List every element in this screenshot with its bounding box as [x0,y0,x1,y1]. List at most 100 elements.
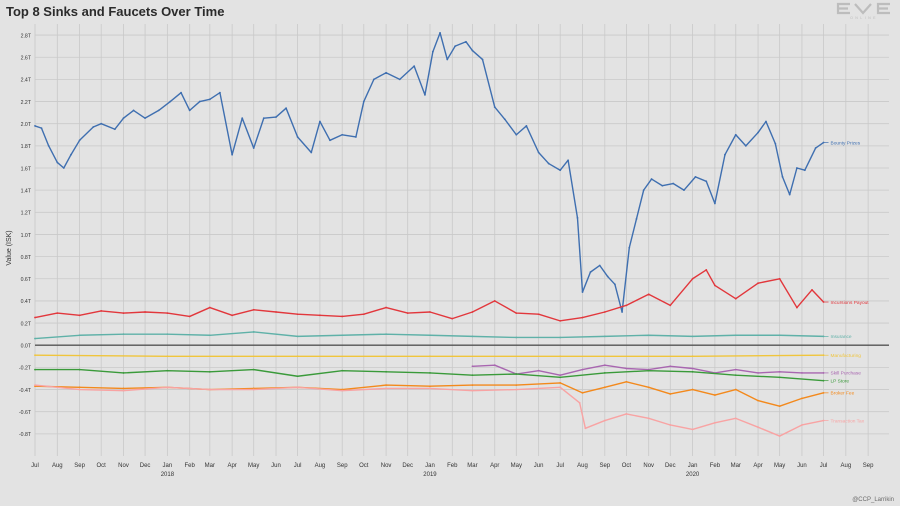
data-point-bounty-prizes [567,159,570,162]
data-point-transaction-tax [757,426,759,429]
data-point-bounty-prizes [198,100,201,103]
data-point-incursions-payout [537,313,540,316]
data-point-bounty-prizes [547,162,550,165]
data-point-incursions-payout [493,300,496,302]
series-line-bounty-prizes [34,32,824,313]
data-point-insurance [296,335,299,338]
data-point-bounty-prizes [493,106,496,108]
data-point-lp-store [296,375,299,378]
data-point-transaction-tax [713,421,716,424]
data-point-incursions-payout [385,306,387,309]
data-point-lp-store [341,369,344,372]
data-point-bounty-prizes [252,147,255,149]
data-point-broker-fee [801,397,803,400]
data-point-bounty-prizes [503,118,506,121]
data-point-skill-purchase [669,365,672,368]
data-point-insurance [122,333,125,336]
data-point-skill-purchase [778,370,781,373]
data-point-insurance [34,337,36,340]
x-tick-label: Jun [271,463,281,469]
y-tick-label: 2.6T [21,56,32,62]
chart-title: Top 8 Sinks and Faucets Over Time [6,4,225,19]
data-point-bounty-prizes [398,78,401,81]
data-point-skill-purchase [734,368,737,371]
data-point-bounty-prizes [34,125,36,127]
x-tick-label: May [248,463,259,469]
y-tick-label: 0.8T [21,255,32,261]
x-tick-label: Nov [118,463,129,469]
data-point-incursions-payout [296,313,299,316]
y-tick-label: 0.6T [21,277,32,283]
data-point-bounty-prizes [439,31,441,34]
data-point-lp-store [385,370,387,373]
data-point-bounty-prizes [56,161,59,164]
x-tick-label: Jan [688,463,698,469]
data-point-bounty-prizes [362,100,365,103]
data-point-insurance [778,334,781,337]
data-point-insurance [734,334,737,337]
data-point-bounty-prizes [724,153,726,156]
data-point-transaction-tax [34,384,36,387]
data-point-transaction-tax [578,401,581,404]
data-point-manufacturing [429,355,431,358]
data-point-broker-fee [625,380,628,383]
y-tick-label: -0.6T [19,410,32,416]
data-point-bounty-prizes [642,189,645,192]
data-point-transaction-tax [208,388,211,391]
data-point-broker-fee [78,386,81,389]
data-point-broker-fee [559,381,562,384]
data-point-incursions-payout [362,313,365,316]
data-point-broker-fee [647,386,650,389]
data-point-bounty-prizes [774,142,777,145]
data-point-bounty-prizes [113,128,116,131]
data-point-transaction-tax [603,419,606,422]
eve-online-logo: ONLINE [836,2,892,25]
data-point-bounty-prizes [241,117,244,120]
data-point-lp-store [691,370,694,373]
data-point-incursions-payout [691,277,694,280]
data-point-skill-purchase [471,365,474,368]
x-year-label: 2018 [161,472,175,478]
x-tick-label: Apr [227,463,236,469]
data-point-bounty-prizes [341,133,344,136]
data-point-bounty-prizes [581,291,584,293]
data-point-broker-fee [122,387,125,390]
data-point-skill-purchase [801,372,803,374]
data-point-transaction-tax [78,388,81,391]
data-point-bounty-prizes [446,58,449,61]
data-point-insurance [252,331,255,333]
data-point-bounty-prizes [796,167,798,169]
data-point-bounty-prizes [310,151,313,154]
data-point-transaction-tax [584,427,587,430]
data-point-broker-fee [691,388,694,391]
data-point-incursions-payout [603,311,606,313]
data-point-bounty-prizes [40,127,43,130]
x-tick-label: Apr [490,463,499,469]
data-point-lp-store [252,368,255,371]
data-point-transaction-tax [471,389,474,392]
data-point-incursions-payout [734,297,737,300]
x-tick-label: Aug [840,463,851,469]
data-point-incursions-payout [796,306,798,309]
data-point-bounty-prizes [705,180,708,183]
x-tick-label: Aug [315,463,326,469]
series-labels: Bounty Prizes Incursions Payout Insurance M… [823,140,869,424]
data-point-lp-store [34,368,36,371]
x-tick-label: Sep [337,463,348,469]
data-point-bounty-prizes [628,246,631,249]
data-point-broker-fee [669,393,672,395]
x-tick-label: Jan [425,463,435,469]
y-tick-label: 0.0T [21,344,32,350]
data-point-bounty-prizes [734,133,737,136]
data-point-bounty-prizes [47,144,50,147]
data-point-bounty-prizes [621,311,623,313]
y-axis-label: Value (ISK) [6,230,13,265]
x-tick-label: Nov [381,463,392,469]
data-point-skill-purchase [559,374,562,377]
data-point-broker-fee [603,386,606,389]
data-point-insurance [471,335,474,338]
data-point-skill-purchase [603,364,606,367]
data-point-bounty-prizes [515,133,518,136]
data-point-insurance [166,333,169,336]
